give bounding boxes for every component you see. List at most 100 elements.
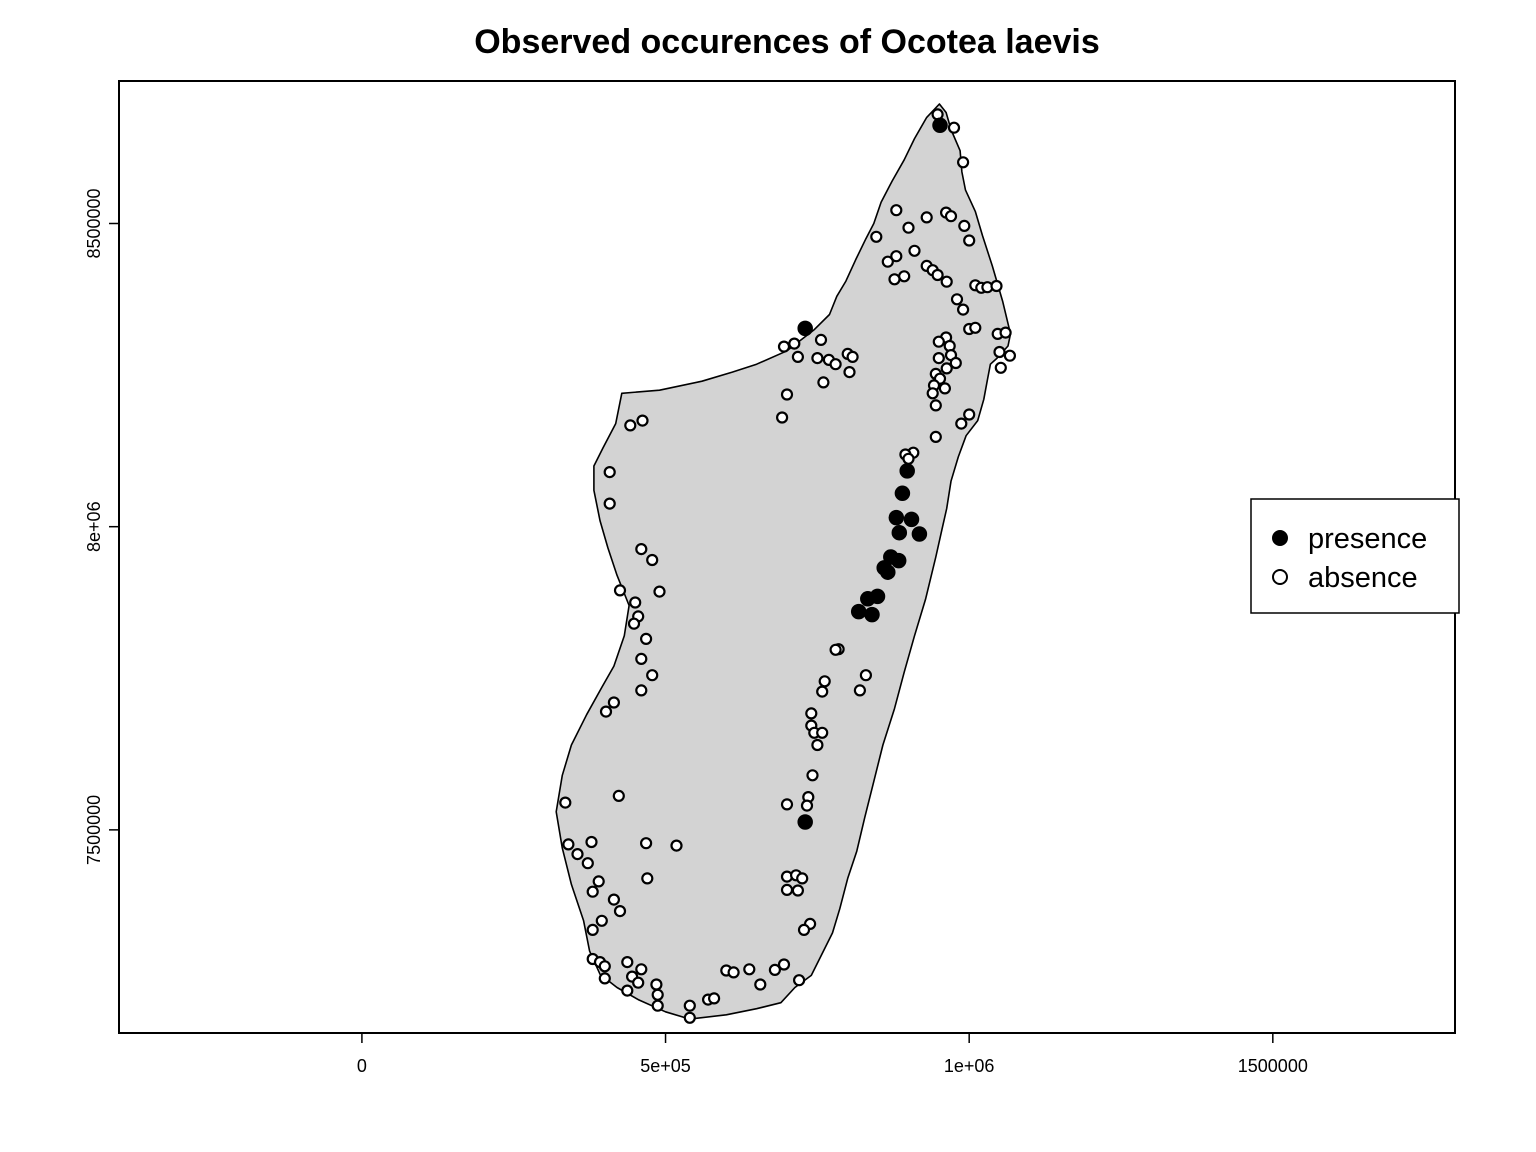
absence-point <box>929 430 942 443</box>
absence-point <box>944 210 958 223</box>
absence-point <box>595 914 608 927</box>
absence-point <box>768 963 782 977</box>
presence-point <box>890 552 907 569</box>
absence-point <box>797 923 811 937</box>
absence-point <box>562 838 575 851</box>
absence-point <box>931 268 944 282</box>
absence-point <box>613 904 627 918</box>
absence-point <box>612 789 625 803</box>
absence-point <box>603 497 616 510</box>
absence-point <box>592 875 605 888</box>
y-tick-label: 8500000 <box>84 188 104 258</box>
legend-presence-label: presence <box>1308 523 1427 555</box>
absence-point <box>559 796 572 809</box>
presence-point <box>911 526 928 542</box>
presence-point <box>888 509 905 526</box>
absence-point <box>791 884 805 897</box>
absence-point <box>843 366 856 379</box>
absence-point <box>999 326 1012 339</box>
absence-point <box>683 999 696 1012</box>
absence-point <box>814 333 828 346</box>
absence-point <box>743 963 756 976</box>
map-layer <box>555 103 1012 1020</box>
x-tick-label: 1e+06 <box>944 1056 995 1076</box>
y-axis: 7500000 8e+06 8500000 <box>84 188 119 865</box>
absence-point <box>956 303 970 316</box>
absence-point <box>599 705 613 718</box>
madagascar-outline <box>555 103 1012 1020</box>
presence-point <box>880 564 896 580</box>
absence-point <box>796 872 809 885</box>
y-tick-label: 7500000 <box>84 795 104 865</box>
absence-point <box>932 352 945 365</box>
absence-point <box>571 847 584 861</box>
absence-point <box>727 966 740 979</box>
absence-point <box>816 726 829 739</box>
x-tick-label: 1500000 <box>1238 1056 1308 1076</box>
points-layer <box>559 108 1017 1024</box>
absence-point <box>817 376 830 389</box>
absence-point <box>780 798 794 811</box>
absence-point <box>940 275 953 288</box>
absence-point <box>963 234 976 247</box>
absence-point <box>651 999 664 1012</box>
absence-point <box>818 675 831 688</box>
legend-box <box>1250 498 1460 614</box>
absence-point <box>635 652 648 666</box>
absence-point <box>670 839 683 852</box>
x-tick-label: 5e+05 <box>640 1056 691 1076</box>
absence-point <box>636 414 649 427</box>
absence-point <box>958 219 971 232</box>
absence-point <box>603 466 616 479</box>
y-tick-label: 8e+06 <box>84 501 104 552</box>
presence-point <box>850 603 867 620</box>
absence-point <box>898 270 911 283</box>
absence-point <box>707 992 721 1005</box>
absence-point <box>621 984 634 997</box>
legend-absence-marker <box>1272 569 1288 585</box>
absence-point <box>780 883 794 897</box>
absence-point <box>829 643 842 656</box>
absence-point <box>639 837 653 850</box>
absence-point <box>1003 349 1017 362</box>
absence-point <box>777 340 791 353</box>
absence-point <box>646 669 659 682</box>
presence-point <box>899 463 915 479</box>
absence-point <box>624 419 637 432</box>
absence-point <box>993 345 1006 359</box>
absence-point <box>870 230 883 243</box>
absence-point <box>635 684 648 697</box>
absence-point <box>651 988 664 1001</box>
presence-point <box>864 606 880 623</box>
absence-point <box>956 156 970 169</box>
absence-point <box>902 221 915 234</box>
absence-point <box>926 387 939 400</box>
absence-point <box>888 273 901 286</box>
absence-point <box>650 978 663 991</box>
absence-point <box>632 976 645 989</box>
legend-absence-label: absence <box>1308 562 1418 594</box>
absence-point <box>613 584 627 597</box>
absence-point <box>598 972 611 985</box>
legend-presence-marker <box>1272 530 1288 546</box>
absence-point <box>775 411 789 424</box>
absence-point <box>607 696 621 709</box>
absence-point <box>629 596 642 609</box>
x-tick-label: 0 <box>357 1056 367 1076</box>
absence-point <box>940 362 953 375</box>
absence-point <box>635 542 648 556</box>
presence-point <box>932 117 948 134</box>
absence-point <box>639 632 653 646</box>
absence-point <box>881 255 894 268</box>
presence-point <box>797 320 813 337</box>
presence-point <box>797 814 813 830</box>
absence-point <box>829 358 842 371</box>
absence-point <box>950 293 964 306</box>
absence-point <box>586 923 599 937</box>
presence-point <box>903 511 920 528</box>
absence-point <box>586 885 599 898</box>
absence-point <box>780 388 794 401</box>
absence-point <box>955 417 968 430</box>
presence-point <box>894 485 911 502</box>
